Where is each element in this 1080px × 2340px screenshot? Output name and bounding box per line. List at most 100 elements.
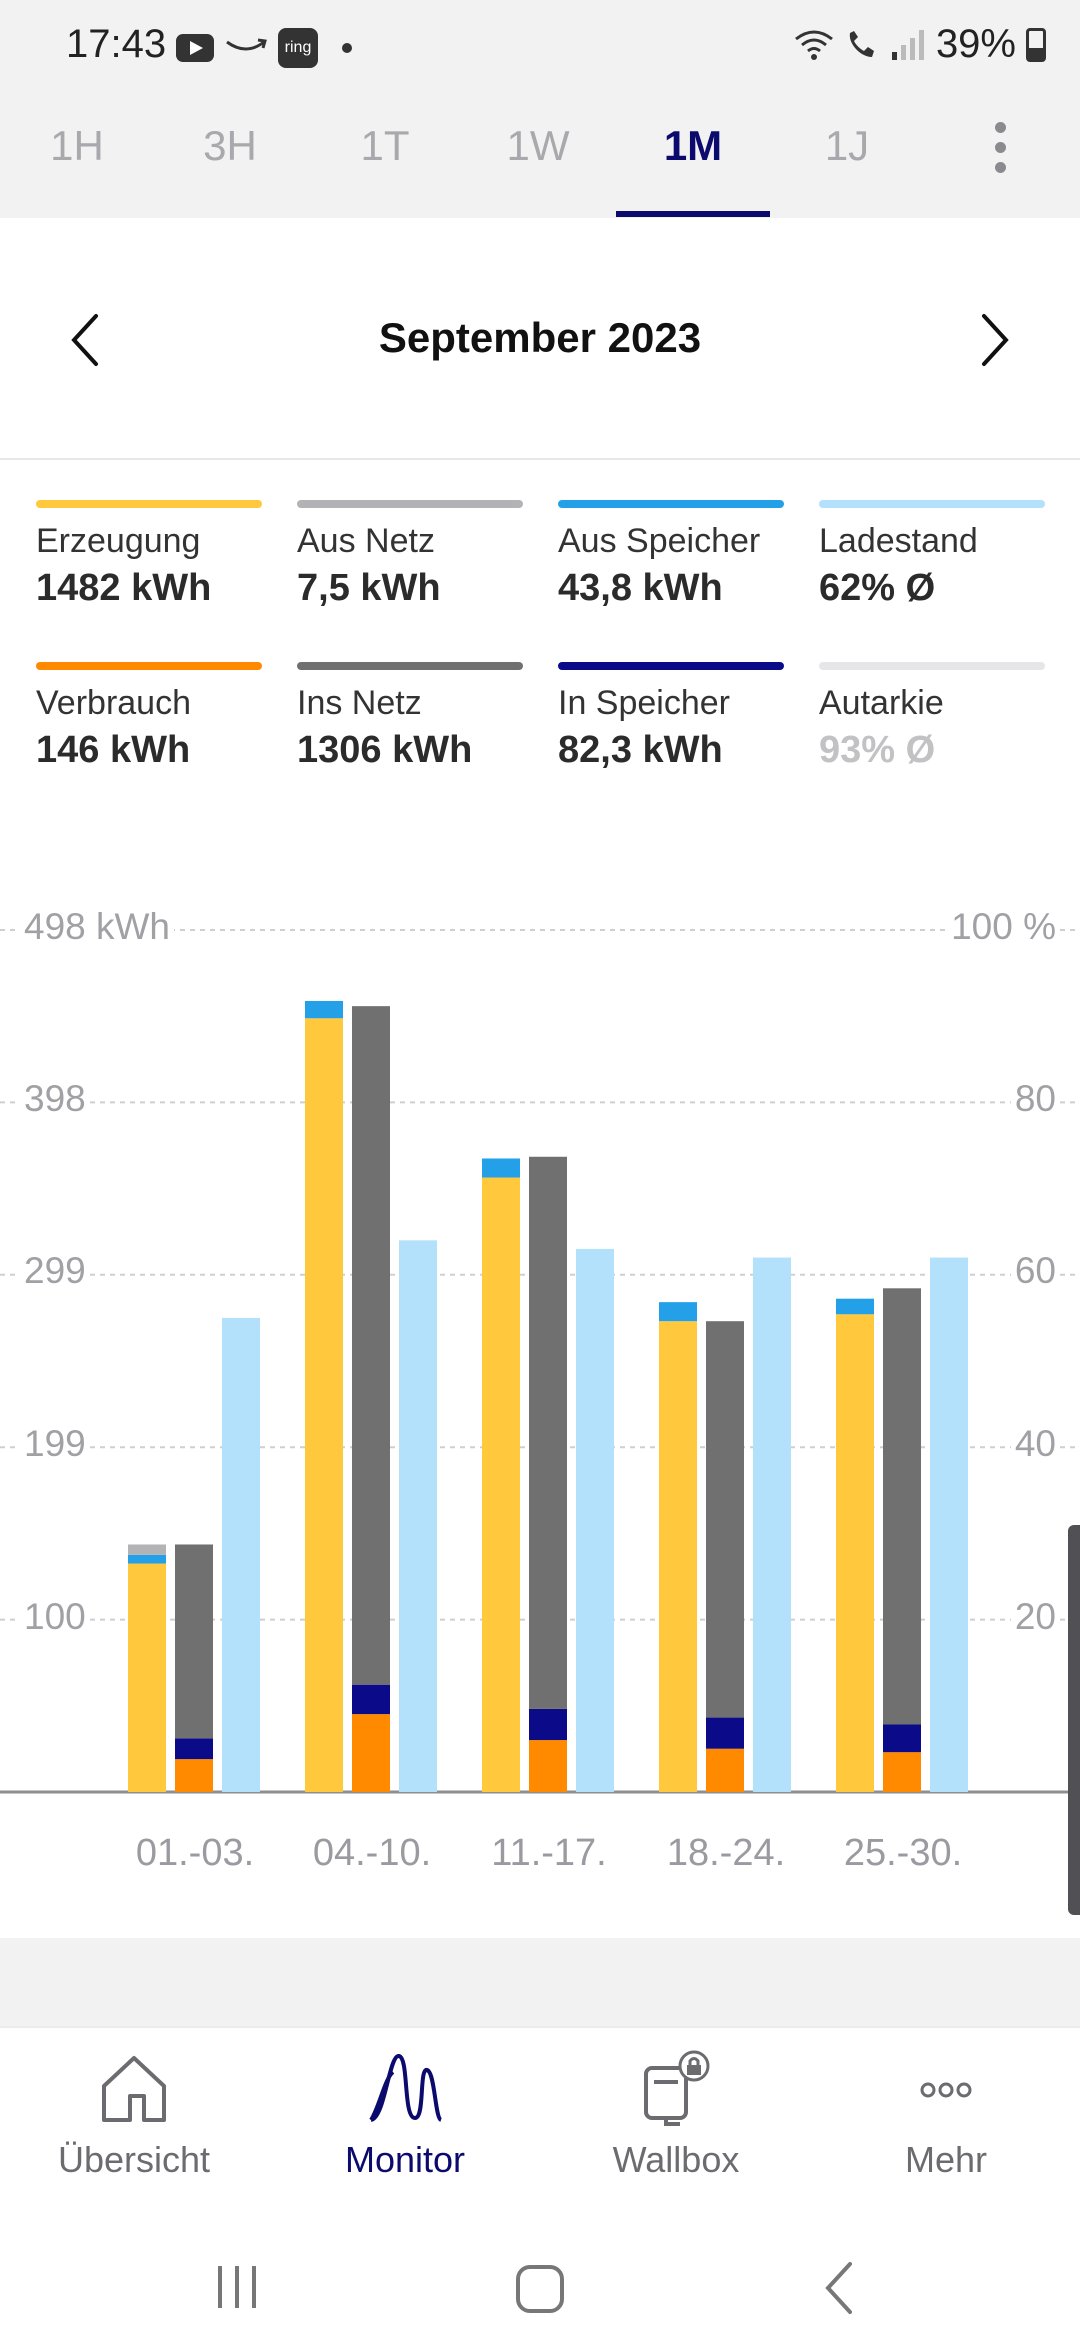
active-tab-indicator: [616, 211, 770, 217]
more-notifications-dot: [342, 43, 352, 53]
legend-value: 93% Ø: [819, 729, 936, 771]
left-axis-tick: 100: [20, 1596, 90, 1638]
legend-label: Ins Netz: [297, 684, 422, 722]
bar-erzeugung: [836, 1314, 874, 1792]
left-axis-tick: 299: [20, 1250, 90, 1292]
tab-1w[interactable]: 1W: [506, 122, 570, 169]
recent-apps-icon[interactable]: [212, 2262, 262, 2312]
legend-verbrauch[interactable]: Verbrauch 146 kWh: [36, 662, 262, 772]
x-axis-label: 25.-30.: [843, 1832, 963, 1874]
notification-icons: ring: [176, 28, 352, 68]
bar-in-speicher: [883, 1724, 921, 1753]
bar-verbrauch: [883, 1752, 921, 1792]
legend-swatch: [297, 500, 523, 508]
bar-ins-netz: [352, 1006, 390, 1685]
more-dots-icon: [920, 2082, 972, 2098]
bottom-navigation: Übersicht Monitor Wallbox Mehr: [0, 2026, 1080, 2234]
amazon-icon: [226, 38, 267, 51]
bar-ins-netz: [883, 1288, 921, 1725]
period-navigation: September 2023: [0, 218, 1080, 460]
legend-label: Autarkie: [819, 684, 944, 722]
bar-aus-speicher: [305, 1000, 343, 1019]
bar-erzeugung: [482, 1177, 520, 1792]
tab-1t[interactable]: 1T: [360, 122, 410, 169]
legend-aus-netz[interactable]: Aus Netz 7,5 kWh: [297, 500, 523, 610]
legend-value: 146 kWh: [36, 729, 191, 771]
legend-swatch: [558, 662, 784, 670]
wifi-call-icon: [849, 30, 874, 57]
left-axis-tick: 199: [20, 1423, 90, 1465]
nav-label: Übersicht: [57, 2139, 211, 2180]
bar-aus-speicher: [836, 1298, 874, 1315]
bar-ins-netz: [706, 1321, 744, 1718]
wifi-icon: [795, 30, 833, 60]
tab-1h[interactable]: 1H: [50, 122, 104, 169]
bar-ladestand: [399, 1240, 437, 1792]
legend-label: Ladestand: [819, 522, 978, 560]
legend-label: Erzeugung: [36, 522, 201, 560]
legend-swatch: [819, 500, 1045, 508]
legend-swatch: [36, 662, 262, 670]
left-axis-tick: 398: [20, 1078, 90, 1120]
bar-in-speicher: [706, 1717, 744, 1749]
legend-aus-speicher[interactable]: Aus Speicher 43,8 kWh: [558, 500, 784, 610]
chevron-right-icon[interactable]: [970, 310, 1018, 370]
nav-monitor[interactable]: Monitor: [295, 2048, 515, 2181]
ring-icon: ring: [278, 28, 318, 68]
chevron-left-icon[interactable]: [62, 310, 110, 370]
legend-label: Aus Netz: [297, 522, 435, 560]
bar-verbrauch: [706, 1748, 744, 1792]
more-options-icon[interactable]: [988, 122, 1012, 182]
battery-percent: 39%: [935, 22, 1016, 66]
bar-erzeugung: [659, 1321, 697, 1792]
legend-value: 43,8 kWh: [558, 567, 723, 609]
tab-1j[interactable]: 1J: [824, 122, 870, 169]
bar-aus-speicher: [128, 1554, 166, 1564]
status-bar: 17:43 ring 39%: [0, 0, 1080, 98]
bar-aus-speicher: [659, 1302, 697, 1322]
legend-autarkie[interactable]: Autarkie 93% Ø: [819, 662, 1045, 772]
legend-erzeugung[interactable]: Erzeugung 1482 kWh: [36, 500, 262, 610]
scroll-indicator[interactable]: [1068, 1525, 1080, 1915]
bar-in-speicher: [352, 1684, 390, 1715]
bar-ladestand: [222, 1317, 260, 1792]
legend-label: Verbrauch: [36, 684, 191, 722]
legend-ladestand[interactable]: Ladestand 62% Ø: [819, 500, 1045, 610]
legend-swatch: [558, 500, 784, 508]
back-icon[interactable]: [820, 2260, 860, 2316]
nav-label: Wallbox: [612, 2139, 740, 2180]
bar-ladestand: [930, 1257, 968, 1792]
bar-aus-speicher: [482, 1158, 520, 1178]
right-axis-tick: 60: [1010, 1250, 1060, 1292]
legend-ins-netz[interactable]: Ins Netz 1306 kWh: [297, 662, 523, 772]
tab-1m[interactable]: 1M: [663, 122, 723, 169]
bar-in-speicher: [175, 1738, 213, 1760]
wallbox-lock-icon: [644, 2050, 710, 2126]
legend-swatch: [36, 500, 262, 508]
period-title: September 2023: [378, 314, 702, 361]
bar-verbrauch: [352, 1714, 390, 1792]
system-navigation: [0, 2232, 1080, 2340]
signal-icon: [891, 29, 924, 60]
bar-verbrauch: [175, 1759, 213, 1792]
nav-wallbox[interactable]: Wallbox: [566, 2048, 786, 2181]
home-button-icon[interactable]: [513, 2262, 567, 2316]
nav-uebersicht[interactable]: Übersicht: [24, 2048, 244, 2181]
nav-label: Mehr: [904, 2139, 988, 2180]
x-axis-label: 01.-03.: [135, 1832, 255, 1874]
youtube-icon: [176, 34, 214, 62]
legend-label: Aus Speicher: [558, 522, 761, 560]
x-axis-label: 11.-17.: [491, 1832, 607, 1874]
legend-in-speicher[interactable]: In Speicher 82,3 kWh: [558, 662, 784, 772]
x-axis-label: 18.-24.: [666, 1832, 786, 1874]
content-footer: [0, 1938, 1080, 2026]
legend-value: 1482 kWh: [36, 567, 212, 609]
chart-svg: [0, 929, 1080, 1794]
nav-mehr[interactable]: Mehr: [836, 2048, 1056, 2181]
right-axis-tick: 80: [1010, 1078, 1060, 1120]
bar-in-speicher: [529, 1708, 567, 1741]
bar-ins-netz: [529, 1156, 567, 1709]
bar-erzeugung: [128, 1563, 166, 1792]
tab-3h[interactable]: 3H: [203, 122, 257, 169]
legend-value: 1306 kWh: [297, 729, 473, 771]
